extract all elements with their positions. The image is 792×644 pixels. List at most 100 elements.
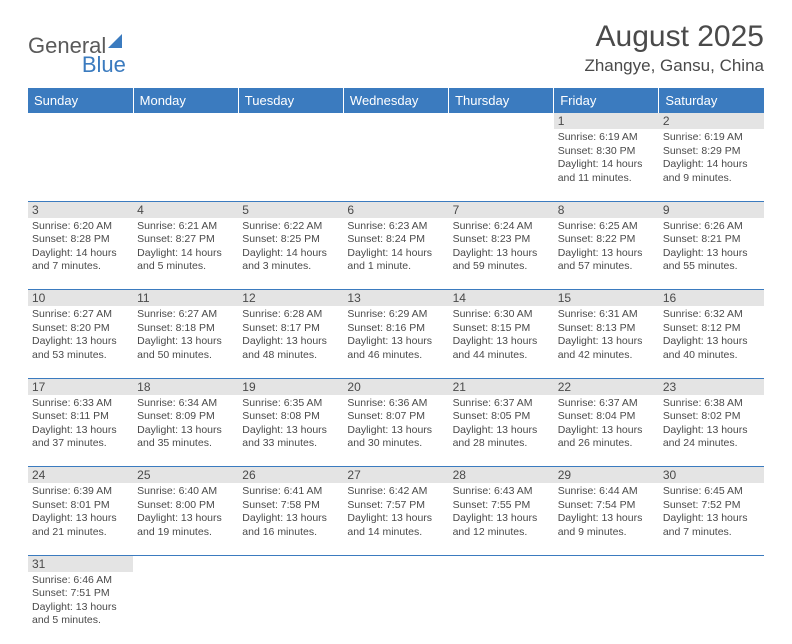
day-content-cell: Sunrise: 6:22 AMSunset: 8:25 PMDaylight:…	[238, 218, 343, 290]
day-number-row: 24252627282930	[28, 467, 764, 484]
sunrise-text: Sunrise: 6:41 AM	[242, 485, 339, 499]
daylight-text: Daylight: 13 hours and 44 minutes.	[453, 335, 550, 362]
sunset-text: Sunset: 8:02 PM	[663, 410, 760, 424]
logo-sail-icon	[108, 28, 128, 54]
day-number-cell	[28, 113, 133, 129]
day-content-cell	[133, 129, 238, 201]
day-content-cell: Sunrise: 6:40 AMSunset: 8:00 PMDaylight:…	[133, 483, 238, 555]
sunset-text: Sunset: 8:07 PM	[347, 410, 444, 424]
sunset-text: Sunset: 8:01 PM	[32, 499, 129, 513]
sunset-text: Sunset: 7:54 PM	[558, 499, 655, 513]
day-number-cell: 9	[659, 201, 764, 218]
sunrise-text: Sunrise: 6:28 AM	[242, 308, 339, 322]
sunrise-text: Sunrise: 6:45 AM	[663, 485, 760, 499]
sunrise-text: Sunrise: 6:27 AM	[32, 308, 129, 322]
day-content-cell	[343, 129, 448, 201]
sunset-text: Sunset: 8:23 PM	[453, 233, 550, 247]
sunrise-text: Sunrise: 6:33 AM	[32, 397, 129, 411]
day-number-cell	[449, 113, 554, 129]
day-number-cell: 17	[28, 378, 133, 395]
day-content-cell: Sunrise: 6:44 AMSunset: 7:54 PMDaylight:…	[554, 483, 659, 555]
logo-text-blue: Blue	[82, 52, 126, 77]
day-number-cell: 25	[133, 467, 238, 484]
sunset-text: Sunset: 8:22 PM	[558, 233, 655, 247]
weekday-header-row: Sunday Monday Tuesday Wednesday Thursday…	[28, 88, 764, 113]
sunrise-text: Sunrise: 6:21 AM	[137, 220, 234, 234]
daylight-text: Daylight: 13 hours and 19 minutes.	[137, 512, 234, 539]
sunset-text: Sunset: 8:05 PM	[453, 410, 550, 424]
sunrise-text: Sunrise: 6:40 AM	[137, 485, 234, 499]
daylight-text: Daylight: 13 hours and 24 minutes.	[663, 424, 760, 451]
day-content-cell: Sunrise: 6:34 AMSunset: 8:09 PMDaylight:…	[133, 395, 238, 467]
day-number-cell: 1	[554, 113, 659, 129]
day-content-cell	[238, 129, 343, 201]
day-number-cell: 10	[28, 290, 133, 307]
weekday-header: Tuesday	[238, 88, 343, 113]
sunrise-text: Sunrise: 6:26 AM	[663, 220, 760, 234]
sunset-text: Sunset: 8:12 PM	[663, 322, 760, 336]
daylight-text: Daylight: 14 hours and 7 minutes.	[32, 247, 129, 274]
daylight-text: Daylight: 13 hours and 59 minutes.	[453, 247, 550, 274]
sunrise-text: Sunrise: 6:39 AM	[32, 485, 129, 499]
sunrise-text: Sunrise: 6:31 AM	[558, 308, 655, 322]
sunrise-text: Sunrise: 6:37 AM	[453, 397, 550, 411]
day-number-cell: 26	[238, 467, 343, 484]
daylight-text: Daylight: 14 hours and 9 minutes.	[663, 158, 760, 185]
sunset-text: Sunset: 8:25 PM	[242, 233, 339, 247]
sunset-text: Sunset: 8:21 PM	[663, 233, 760, 247]
day-number-cell: 7	[449, 201, 554, 218]
day-number-row: 10111213141516	[28, 290, 764, 307]
weekday-header: Friday	[554, 88, 659, 113]
day-content-cell: Sunrise: 6:35 AMSunset: 8:08 PMDaylight:…	[238, 395, 343, 467]
sunrise-text: Sunrise: 6:23 AM	[347, 220, 444, 234]
title-block: August 2025 Zhangye, Gansu, China	[584, 20, 764, 76]
day-number-cell	[133, 555, 238, 572]
day-number-cell: 23	[659, 378, 764, 395]
sunset-text: Sunset: 7:52 PM	[663, 499, 760, 513]
day-number-cell	[238, 113, 343, 129]
daylight-text: Daylight: 13 hours and 12 minutes.	[453, 512, 550, 539]
day-number-cell: 2	[659, 113, 764, 129]
sunset-text: Sunset: 8:13 PM	[558, 322, 655, 336]
day-number-cell: 20	[343, 378, 448, 395]
month-title: August 2025	[584, 20, 764, 54]
sunrise-text: Sunrise: 6:44 AM	[558, 485, 655, 499]
daylight-text: Daylight: 14 hours and 11 minutes.	[558, 158, 655, 185]
day-content-cell: Sunrise: 6:19 AMSunset: 8:30 PMDaylight:…	[554, 129, 659, 201]
day-content-cell: Sunrise: 6:39 AMSunset: 8:01 PMDaylight:…	[28, 483, 133, 555]
day-content-cell	[133, 572, 238, 644]
day-content-cell: Sunrise: 6:27 AMSunset: 8:20 PMDaylight:…	[28, 306, 133, 378]
day-number-cell: 11	[133, 290, 238, 307]
daylight-text: Daylight: 13 hours and 35 minutes.	[137, 424, 234, 451]
day-number-row: 3456789	[28, 201, 764, 218]
day-content-cell	[659, 572, 764, 644]
day-content-cell: Sunrise: 6:19 AMSunset: 8:29 PMDaylight:…	[659, 129, 764, 201]
daylight-text: Daylight: 13 hours and 48 minutes.	[242, 335, 339, 362]
day-number-cell: 3	[28, 201, 133, 218]
daylight-text: Daylight: 13 hours and 37 minutes.	[32, 424, 129, 451]
day-number-cell: 21	[449, 378, 554, 395]
sunrise-text: Sunrise: 6:19 AM	[558, 131, 655, 145]
daylight-text: Daylight: 13 hours and 57 minutes.	[558, 247, 655, 274]
daylight-text: Daylight: 13 hours and 16 minutes.	[242, 512, 339, 539]
day-content-cell: Sunrise: 6:30 AMSunset: 8:15 PMDaylight:…	[449, 306, 554, 378]
day-number-cell: 15	[554, 290, 659, 307]
day-number-cell	[343, 113, 448, 129]
day-content-cell	[28, 129, 133, 201]
sunset-text: Sunset: 8:27 PM	[137, 233, 234, 247]
daylight-text: Daylight: 14 hours and 3 minutes.	[242, 247, 339, 274]
logo-blue-row: GeneBlue	[28, 52, 126, 78]
day-number-cell: 14	[449, 290, 554, 307]
daylight-text: Daylight: 13 hours and 28 minutes.	[453, 424, 550, 451]
daylight-text: Daylight: 13 hours and 5 minutes.	[32, 601, 129, 628]
day-content-cell: Sunrise: 6:37 AMSunset: 8:05 PMDaylight:…	[449, 395, 554, 467]
calendar-body: 12Sunrise: 6:19 AMSunset: 8:30 PMDayligh…	[28, 113, 764, 644]
day-content-cell: Sunrise: 6:31 AMSunset: 8:13 PMDaylight:…	[554, 306, 659, 378]
sunset-text: Sunset: 8:24 PM	[347, 233, 444, 247]
sunrise-text: Sunrise: 6:30 AM	[453, 308, 550, 322]
sunset-text: Sunset: 7:55 PM	[453, 499, 550, 513]
sunset-text: Sunset: 8:18 PM	[137, 322, 234, 336]
daylight-text: Daylight: 13 hours and 30 minutes.	[347, 424, 444, 451]
day-number-cell: 13	[343, 290, 448, 307]
day-number-cell: 29	[554, 467, 659, 484]
